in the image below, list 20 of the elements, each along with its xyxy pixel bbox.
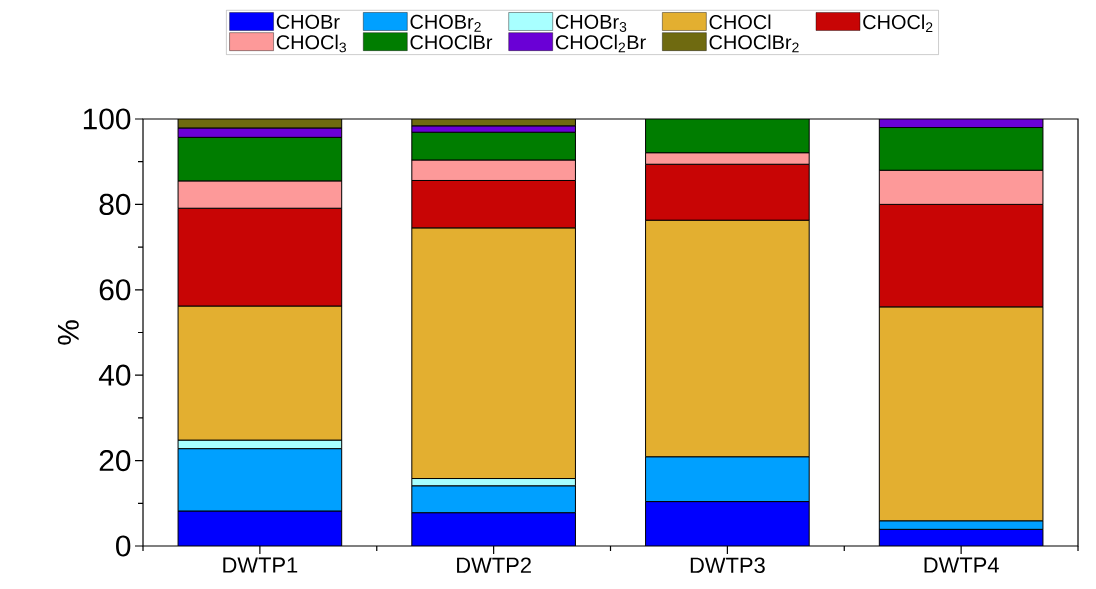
legend-label: CHOClBr$_{2}$ <box>709 34 799 53</box>
y-tick-label: 40 <box>98 364 131 386</box>
y-tick-label: 100 <box>83 108 131 130</box>
x-tick-label: DWTP3 <box>690 557 765 574</box>
y-tick-label: 20 <box>99 450 131 472</box>
legend-label: CHOBr <box>276 14 340 29</box>
legend-label: CHOClBr <box>410 34 493 50</box>
x-tick-label: DWTP4 <box>924 557 999 573</box>
legend-label: CHOCl$_{2}$ <box>863 14 933 33</box>
legend-label: CHOBr$_{3}$ <box>555 14 627 32</box>
x-tick-label: DWTP2 <box>457 557 531 573</box>
legend-label: CHOCl$_{3}$ <box>276 34 346 53</box>
y-tick-label: 0 <box>116 535 131 557</box>
y-tick-label: 60 <box>99 279 131 301</box>
legend-label: CHOCl <box>709 14 771 30</box>
legend-label: CHOBr$_{2}$ <box>410 14 481 32</box>
legend-label: CHOCl$_{2}$Br <box>555 34 646 53</box>
y-axis-title: % <box>57 320 79 345</box>
x-tick-label: DWTP1 <box>223 557 298 573</box>
y-tick-label: 80 <box>99 193 131 215</box>
